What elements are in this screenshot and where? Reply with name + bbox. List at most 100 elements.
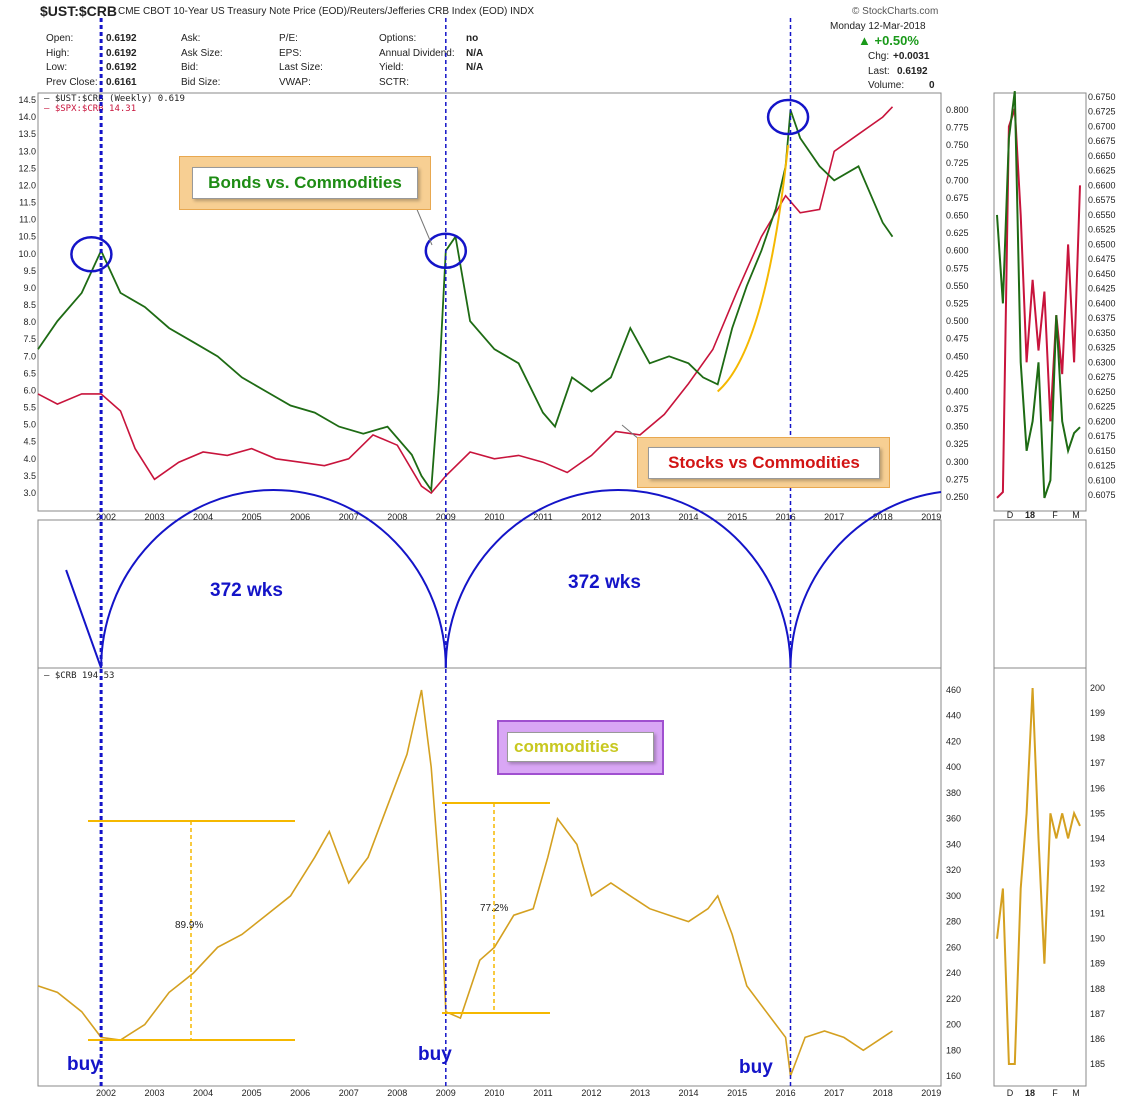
zoom-crb-tick: 186	[1090, 1034, 1105, 1044]
zoom-axis-tick: 0.6125	[1088, 461, 1116, 471]
x-tick-label-top: 2004	[193, 512, 213, 522]
bonds-label: Bonds vs. Commodities	[208, 173, 402, 192]
bonds-callout-box: Bonds vs. Commodities	[192, 167, 418, 199]
x-tick-label-bottom: 2008	[387, 1088, 407, 1098]
chart-symbol: $UST:$CRB	[40, 3, 118, 19]
right-axis-tick: 0.400	[946, 386, 969, 396]
zoom-crb-tick: 190	[1090, 934, 1105, 944]
quote-label: P/E:	[279, 33, 298, 44]
bonds-callout: Bonds vs. Commodities	[179, 156, 431, 210]
x-tick-label-top: 2013	[630, 512, 650, 522]
zoom-x-tick-bottom: 18	[1025, 1088, 1035, 1098]
zoom-ust-crb-line	[996, 90, 1081, 499]
x-tick-label-bottom: 2018	[873, 1088, 893, 1098]
zoom-x-tick-bottom: M	[1072, 1088, 1080, 1098]
x-tick-label-top: 2017	[824, 512, 844, 522]
crb-axis-tick: 440	[946, 711, 961, 721]
x-tick-label-bottom: 2011	[533, 1088, 552, 1098]
quote-value: 0.6192	[106, 33, 137, 44]
zoom-crb-tick: 187	[1090, 1009, 1105, 1019]
pct-label-2: 77.2%	[480, 903, 509, 914]
quote-label: Low:	[46, 62, 68, 73]
x-tick-label-bottom: 2015	[727, 1088, 747, 1098]
x-tick-label-top: 2012	[581, 512, 601, 522]
zoom-crb-tick: 191	[1090, 909, 1105, 919]
x-tick-label-bottom: 2006	[290, 1088, 310, 1098]
zoom-crb-tick: 199	[1090, 708, 1105, 718]
x-tick-label-bottom: 2002	[96, 1088, 116, 1098]
quote-label: Bid:	[181, 62, 199, 73]
zoom-axis-tick: 0.6425	[1088, 284, 1116, 294]
pct-label-1: 89.9%	[175, 920, 204, 931]
x-tick-label-bottom: 2010	[484, 1088, 504, 1098]
x-tick-label-top: 2003	[145, 512, 165, 522]
quote-value: 0.6161	[106, 76, 137, 88]
cycle-arc-1	[100, 489, 447, 669]
zoom-crb-tick: 197	[1090, 758, 1105, 768]
quote-label: Options:	[379, 33, 417, 44]
right-axis-tick: 0.250	[946, 492, 969, 502]
left-axis-tick: 13.5	[18, 129, 36, 139]
zoom-crb-tick: 200	[1090, 683, 1105, 693]
cycle-arc-2	[444, 489, 792, 669]
right-axis-tick: 0.700	[946, 175, 969, 185]
quote-label: SCTR:	[379, 76, 409, 88]
quote-table: Open: 0.6192 Ask: P/E: Options: no High: 0.6192…	[46, 33, 946, 93]
stocks-callout: Stocks vs Commodities	[637, 437, 890, 488]
quote-label: EPS:	[279, 47, 302, 59]
x-tick-label-top: 2010	[484, 512, 504, 522]
x-tick-label-bottom: 2007	[339, 1088, 359, 1098]
spx-crb-line	[37, 106, 894, 495]
quote-label: Ask Size:	[181, 47, 223, 59]
right-axis-tick: 0.450	[946, 351, 969, 361]
quote-label: Yield:	[379, 62, 404, 73]
brand-logo: © StockCharts.com	[852, 6, 939, 17]
zoom-axis-tick: 0.6225	[1088, 402, 1116, 412]
peak-circle-3	[766, 98, 810, 136]
last-value: 0.6192	[897, 66, 928, 77]
left-axis-tick: 12.0	[18, 180, 36, 190]
quote-value: N/A	[466, 62, 484, 73]
zoom-axis-tick: 0.6475	[1088, 254, 1116, 264]
quote-label: Annual Dividend:	[379, 47, 455, 59]
zoom-x-tick-top: 18	[1025, 510, 1035, 520]
left-axis-tick: 4.5	[23, 437, 36, 447]
left-axis-tick: 14.0	[18, 112, 36, 122]
ust-crb-line	[37, 109, 894, 493]
crb-axis-tick: 220	[946, 994, 961, 1004]
left-axis-tick: 11.5	[19, 198, 36, 208]
x-tick-label-bottom: 2013	[630, 1088, 650, 1098]
stocks-label: Stocks vs Commodities	[668, 453, 860, 472]
crb-axis-tick: 300	[946, 891, 961, 901]
quote-label: Bid Size:	[181, 76, 221, 88]
quote-value: no	[466, 33, 479, 44]
change-percent: ▲ +0.50%	[858, 33, 919, 48]
right-axis-tick: 0.600	[946, 246, 969, 256]
left-axis-tick: 5.5	[23, 403, 36, 413]
cycle-arc-3	[789, 491, 942, 669]
zoom-axis-tick: 0.6550	[1088, 210, 1116, 220]
right-axis-tick: 0.750	[946, 140, 969, 150]
x-tick-label-top: 2008	[387, 512, 407, 522]
zoom-axis-tick: 0.6175	[1088, 431, 1116, 441]
zoom-axis-tick: 0.6400	[1088, 298, 1116, 308]
zoom-axis-tick: 0.6500	[1088, 239, 1116, 249]
x-tick-label-top: 2018	[873, 512, 893, 522]
zoom-axis-tick: 0.6275	[1088, 372, 1116, 382]
quote-label: Ask:	[181, 33, 201, 44]
right-axis-tick: 0.425	[946, 369, 969, 379]
zoom-axis-tick: 0.6300	[1088, 357, 1116, 367]
left-axis-tick: 13.0	[18, 146, 36, 156]
quote-value: N/A	[466, 47, 484, 59]
x-tick-label-bottom: 2014	[679, 1088, 699, 1098]
x-tick-label-top: 2015	[727, 512, 747, 522]
x-tick-label-bottom: 2019	[921, 1088, 941, 1098]
right-axis-tick: 0.625	[946, 228, 969, 238]
peak-circle-2	[424, 232, 468, 269]
crb-panel-frame	[37, 667, 942, 1087]
zoom-crb-tick: 194	[1090, 833, 1105, 843]
stocks-callout-box: Stocks vs Commodities	[648, 447, 880, 479]
left-axis-tick: 6.5	[23, 368, 36, 378]
buy-label-2: buy	[418, 1044, 452, 1065]
zoom-axis-tick: 0.6525	[1088, 225, 1116, 235]
